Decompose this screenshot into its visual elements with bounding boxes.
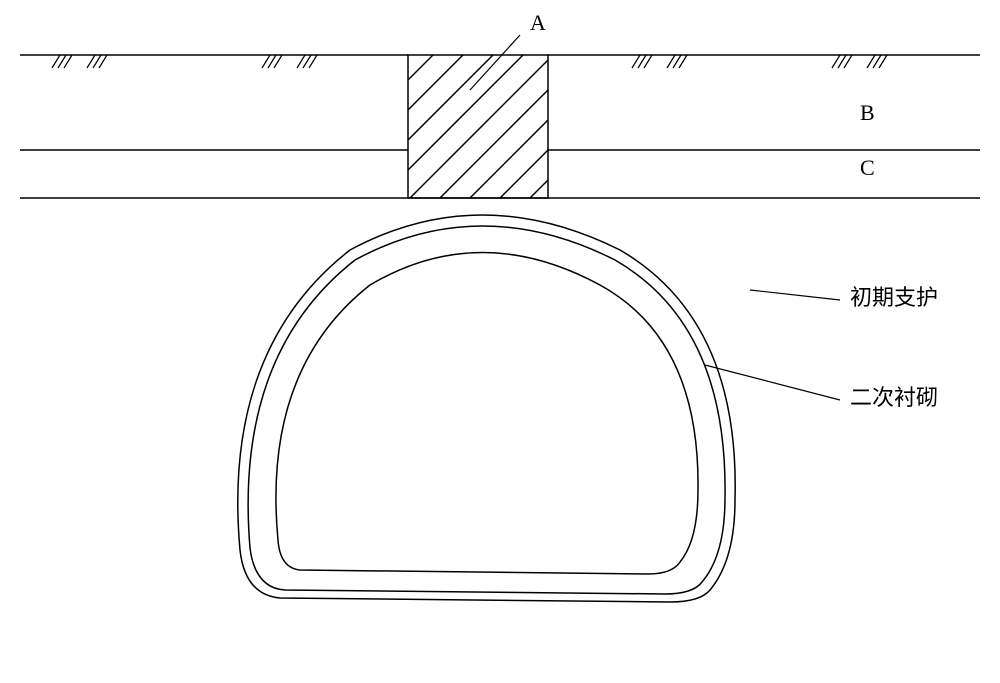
label-c: C xyxy=(860,155,875,180)
label-a: A xyxy=(530,10,546,35)
hatch-line xyxy=(408,55,523,170)
hatch-region-a xyxy=(408,55,548,198)
label-inner-lining: 二次衬砌 xyxy=(850,385,938,410)
label-b: B xyxy=(860,100,875,125)
hatch-line xyxy=(500,150,548,198)
hatch-line xyxy=(530,180,548,198)
tunnel-mid-lining xyxy=(248,226,725,594)
hatch-line xyxy=(440,90,548,198)
hatch-line xyxy=(408,55,463,110)
hatch-line xyxy=(408,55,433,80)
hatch-line xyxy=(470,120,548,198)
tunnel-outer-lining xyxy=(238,215,735,602)
leader-outer-lining xyxy=(750,290,840,300)
label-outer-lining: 初期支护 xyxy=(850,285,938,310)
tunnel-inner-lining xyxy=(276,253,698,575)
leader-a xyxy=(470,35,520,90)
